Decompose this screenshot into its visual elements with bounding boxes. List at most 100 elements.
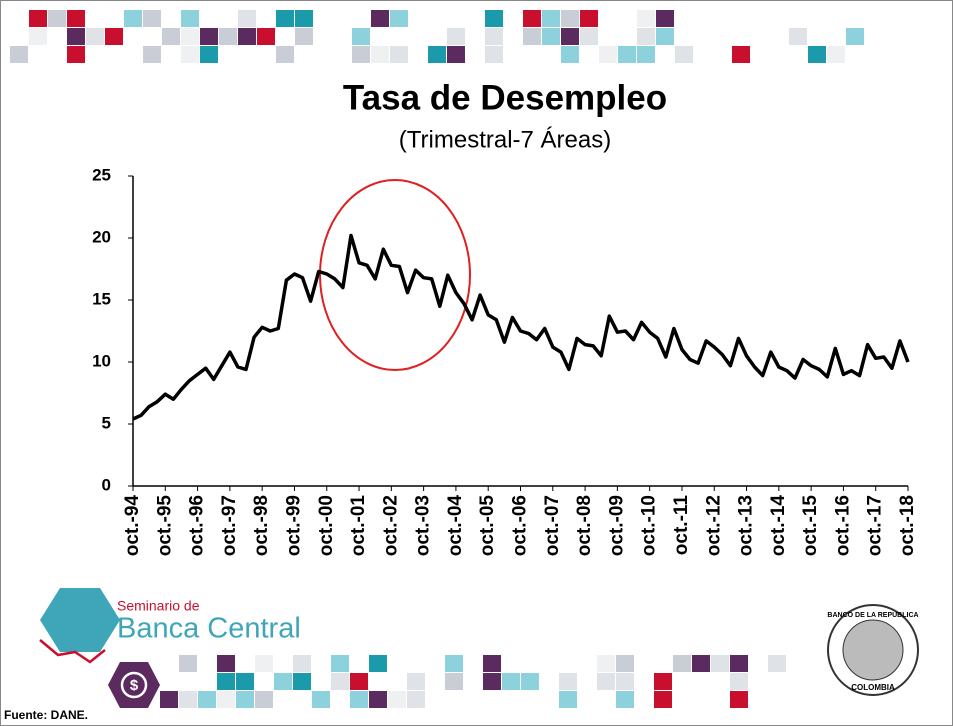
mosaic-tile: [730, 655, 748, 672]
mosaic-tile: [827, 46, 845, 63]
mosaic-tile: [407, 691, 425, 708]
mosaic-tile: [369, 655, 387, 672]
mosaic-tile: [561, 10, 579, 27]
mosaic-tile: [350, 673, 368, 690]
mosaic-tile: [29, 10, 47, 27]
mosaic-tile: [143, 10, 161, 27]
mosaic-tile: [730, 673, 748, 690]
mosaic-tile: [711, 655, 729, 672]
mosaic-tile: [257, 28, 275, 45]
x-tick-label: oct.-96: [187, 495, 208, 556]
mosaic-tile: [559, 673, 577, 690]
y-tick-label: 5: [102, 413, 111, 432]
chart-title: Tasa de Desempleo: [343, 78, 667, 117]
mosaic-tile: [179, 691, 197, 708]
mosaic-tile: [181, 10, 199, 27]
x-tick-label: oct.-12: [703, 495, 724, 556]
x-tick-label: oct.-01: [348, 495, 369, 557]
x-tick-label: oct.-05: [477, 495, 498, 557]
x-tick-label: oct.-10: [639, 495, 660, 556]
mosaic-tile: [274, 673, 292, 690]
x-tick-label: oct.-06: [510, 495, 531, 556]
mosaic-tile: [255, 655, 273, 672]
mosaic: [10, 10, 864, 708]
mosaic-tile: [143, 46, 161, 63]
x-tick-label: oct.-99: [283, 495, 304, 556]
mosaic-tile: [597, 655, 615, 672]
mosaic-tile: [312, 691, 330, 708]
x-tick-label: oct.-95: [154, 495, 175, 557]
mosaic-tile: [654, 673, 672, 690]
mosaic-tile: [236, 691, 254, 708]
mosaic-tile: [236, 673, 254, 690]
x-tick-label: oct.-13: [736, 495, 757, 556]
mosaic-tile: [217, 655, 235, 672]
mosaic-tile: [673, 655, 691, 672]
bank-logo: BANCO DE LA REPUBLICA COLOMBIA: [827, 604, 919, 696]
mosaic-tile: [276, 46, 294, 63]
mosaic-tile: [542, 28, 560, 45]
mosaic-tile: [502, 673, 520, 690]
y-tick-label: 20: [92, 227, 111, 246]
mosaic-tile: [846, 28, 864, 45]
seminar-top: Seminario de: [117, 598, 200, 614]
x-tick-label: oct.-94: [122, 495, 143, 557]
mosaic-tile: [67, 28, 85, 45]
x-tick-label: oct.-04: [445, 495, 466, 557]
mosaic-tile: [447, 28, 465, 45]
mosaic-tile: [67, 46, 85, 63]
mosaic-tile: [447, 46, 465, 63]
mosaic-tile: [331, 655, 349, 672]
mosaic-tile: [162, 28, 180, 45]
logo-hexagon-2: [108, 662, 160, 708]
mosaic-tile: [768, 655, 786, 672]
mosaic-tile: [293, 673, 311, 690]
mosaic-tile: [637, 28, 655, 45]
mosaic-tile: [331, 673, 349, 690]
bank-seal-inner: [842, 619, 904, 681]
mosaic-tile: [390, 10, 408, 27]
mosaic-tile: [580, 28, 598, 45]
x-tick-label: oct.-09: [606, 495, 627, 556]
x-tick-label: oct.-16: [832, 495, 853, 556]
mosaic-tile: [352, 46, 370, 63]
mosaic-tile: [48, 10, 66, 27]
mosaic-tile: [808, 46, 826, 63]
x-tick-label: oct.-15: [800, 495, 821, 557]
mosaic-tile: [732, 46, 750, 63]
mosaic-tile: [616, 691, 634, 708]
mosaic-tile: [559, 691, 577, 708]
mosaic-tile: [371, 46, 389, 63]
mosaic-tile: [561, 28, 579, 45]
x-tick-label: oct.-97: [219, 495, 240, 556]
mosaic-tile: [388, 691, 406, 708]
mosaic-tile: [542, 10, 560, 27]
mosaic-tile: [485, 10, 503, 27]
data-line: [132, 233, 910, 421]
mosaic-tile: [692, 655, 710, 672]
mosaic-tile: [789, 28, 807, 45]
x-tick-label: oct.-11: [671, 495, 692, 556]
mosaic-tile: [654, 691, 672, 708]
x-tick-label: oct.-98: [251, 495, 272, 556]
mosaic-tile: [86, 28, 104, 45]
y-tick-label: 10: [92, 351, 111, 370]
mosaic-tile: [523, 10, 541, 27]
logo-line: [39, 639, 106, 664]
mosaic-tile: [352, 28, 370, 45]
mosaic-tile: [217, 691, 235, 708]
x-tick-label: oct.-18: [897, 495, 918, 556]
mosaic-tile: [179, 655, 197, 672]
mosaic-tile: [599, 46, 617, 63]
mosaic-tile: [124, 10, 142, 27]
chart-subtitle: (Trimestral-7 Áreas): [399, 126, 611, 153]
mosaic-tile: [656, 28, 674, 45]
mosaic-tile: [445, 673, 463, 690]
mosaic-tile: [637, 46, 655, 63]
seminar-name: Banca Central: [117, 613, 301, 645]
x-tick-label: oct.-14: [768, 495, 789, 557]
mosaic-tile: [485, 46, 503, 63]
x-tick-label: oct.-07: [542, 495, 563, 556]
